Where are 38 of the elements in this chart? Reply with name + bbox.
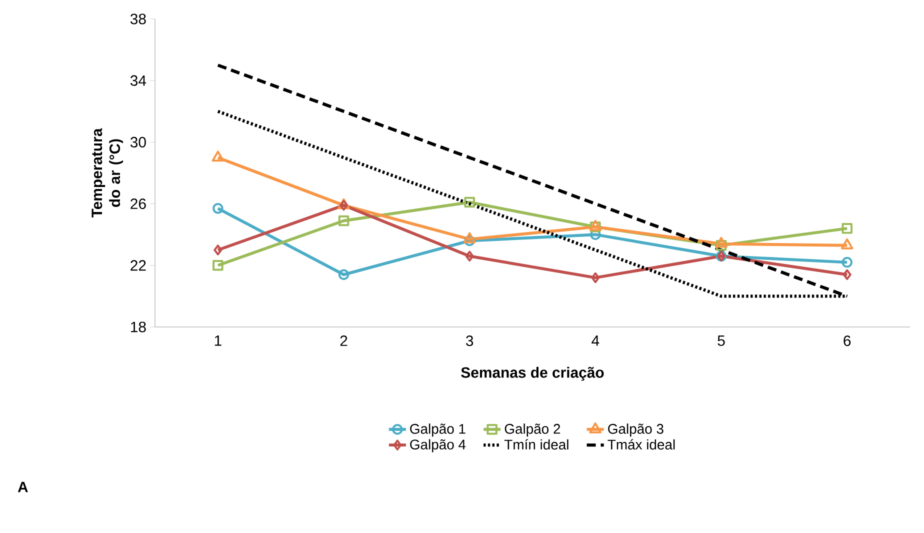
point [716, 240, 727, 251]
point [212, 203, 224, 214]
legend-label: Galpão 4 [410, 439, 466, 452]
point [842, 256, 852, 268]
y-tick-label: 38 [130, 14, 146, 24]
y-tick-label: 30 [130, 136, 146, 148]
text: A [18, 482, 28, 492]
point [842, 223, 852, 234]
legend-label: Tmáx ideal [608, 439, 675, 450]
legend-label: Galpão 2 [504, 424, 560, 437]
point [212, 150, 224, 162]
x-tick-label: 2 [340, 335, 348, 346]
y-axis-title: Temperatura do ar (°C) [92, 128, 124, 218]
point [338, 269, 350, 280]
x-tick-label: 3 [466, 335, 474, 346]
point [464, 235, 475, 246]
y-tick-label: 18 [131, 322, 146, 332]
legend-label: Galpão 3 [608, 424, 664, 437]
y-tick-label: 26 [130, 198, 146, 210]
point [842, 269, 852, 280]
x-tick-label: 4 [592, 335, 600, 346]
point [465, 250, 474, 262]
point [338, 215, 350, 226]
point [715, 236, 728, 248]
point [214, 244, 222, 256]
x-tick-label: 1 [214, 335, 222, 346]
legend-label: Tmín ideal [504, 439, 568, 450]
x-tick-label: 6 [844, 335, 851, 346]
x-axis-title: Semanas de criação [461, 366, 604, 381]
x-tick-label: 5 [718, 335, 725, 346]
y-tick-label: 34 [130, 75, 146, 86]
y-tick-label: 22 [130, 260, 146, 271]
point [840, 238, 854, 250]
legend-label: Galpão 1 [410, 424, 466, 437]
point [463, 232, 476, 244]
point [212, 260, 224, 271]
point [591, 272, 600, 284]
point [464, 196, 475, 208]
